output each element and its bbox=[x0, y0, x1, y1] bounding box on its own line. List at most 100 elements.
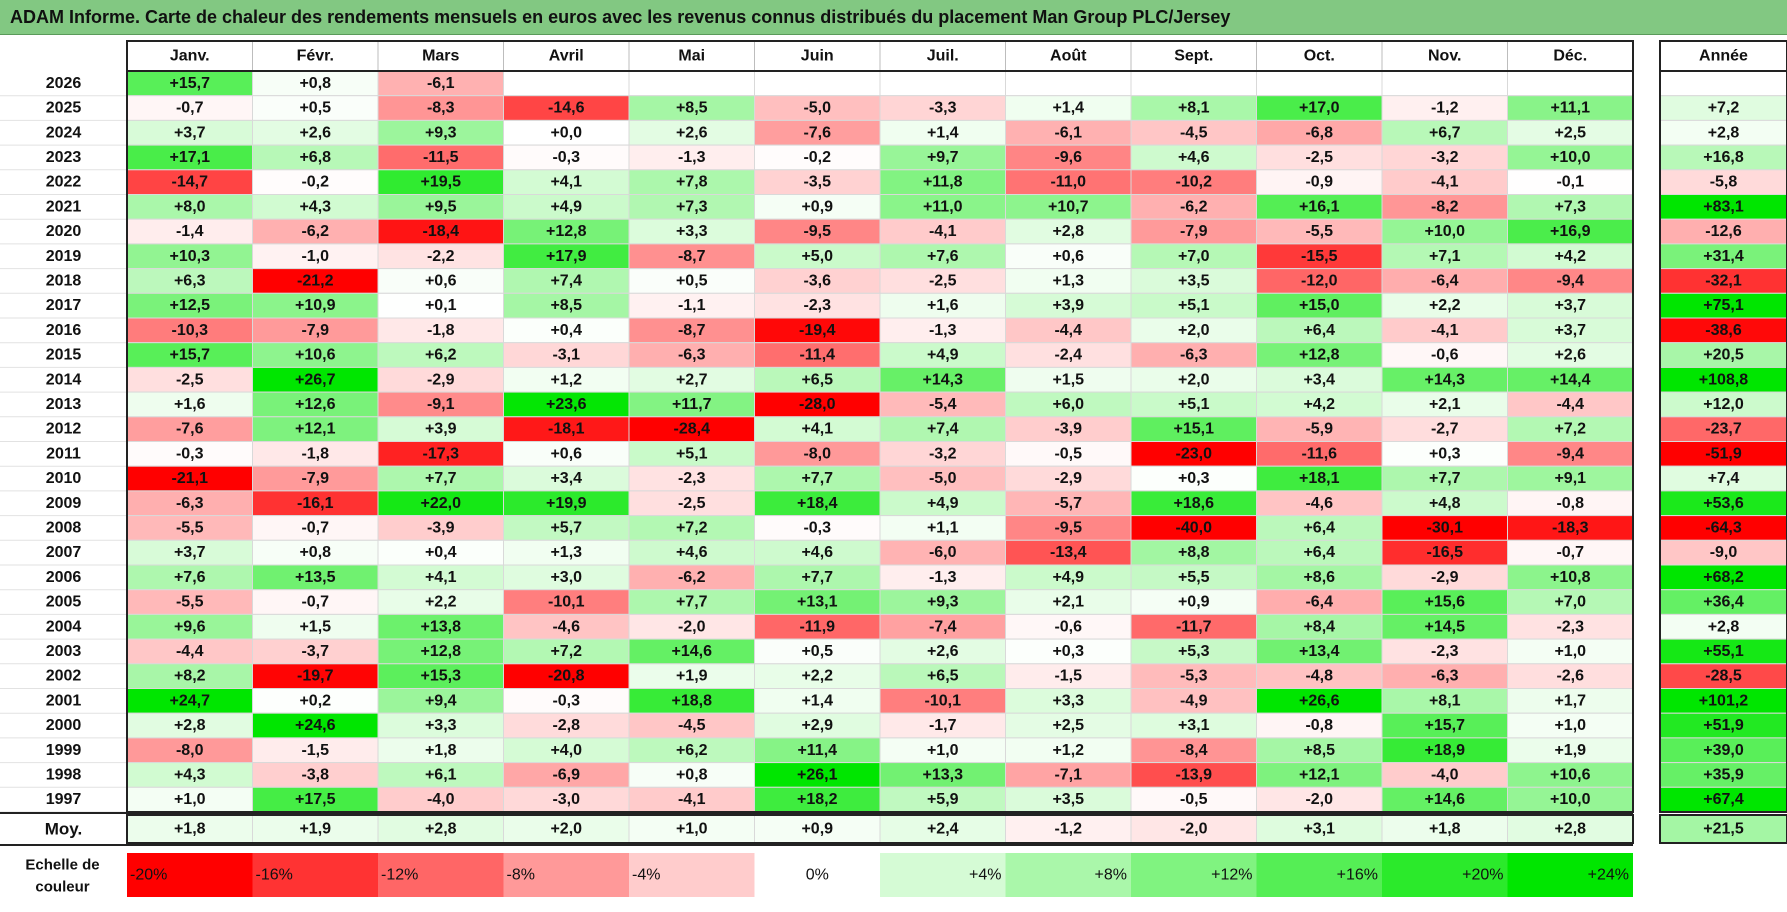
scale-swatch bbox=[378, 853, 504, 897]
cell-value: -2,5 bbox=[176, 371, 204, 388]
year-label: 2020 bbox=[46, 223, 82, 240]
cell-value: -6,3 bbox=[176, 495, 204, 512]
cell-value: +8,0 bbox=[174, 198, 206, 215]
cell-value: +16,1 bbox=[1299, 198, 1340, 215]
cell-value: -6,1 bbox=[427, 75, 455, 92]
heatmap-cell bbox=[1381, 243, 1508, 270]
cell-value: +4,3 bbox=[174, 766, 206, 783]
year-label: 2018 bbox=[46, 272, 82, 289]
annual-cell bbox=[1659, 663, 1787, 689]
cell-value: +1,1 bbox=[927, 519, 959, 536]
heatmap-cell bbox=[1005, 95, 1132, 121]
year-label: 2008 bbox=[46, 519, 82, 536]
cell-value: -2,9 bbox=[1054, 470, 1082, 487]
average-value: +2,8 bbox=[1554, 821, 1586, 838]
annual-value: +68,2 bbox=[1703, 569, 1744, 586]
cell-value: +11,1 bbox=[1550, 100, 1590, 117]
heatmap-cell bbox=[1130, 317, 1257, 344]
cell-value: -2,7 bbox=[1431, 421, 1459, 438]
heatmap-cell bbox=[1256, 342, 1383, 368]
cell-value: -0,1 bbox=[1556, 174, 1584, 191]
cell-value: -2,2 bbox=[427, 248, 455, 265]
heatmap-cell bbox=[377, 737, 504, 764]
year-label: 2013 bbox=[46, 396, 82, 413]
heatmap-cell bbox=[1256, 688, 1383, 714]
annual-cell bbox=[1659, 539, 1787, 566]
heatmap-cell bbox=[1381, 786, 1508, 813]
annual-value: +35,9 bbox=[1703, 766, 1744, 783]
heatmap-cell bbox=[1130, 391, 1257, 418]
annual-border bbox=[1659, 40, 1787, 813]
cell-value: -9,6 bbox=[1054, 149, 1082, 166]
cell-value: +0,8 bbox=[299, 75, 331, 92]
cell-value: +18,6 bbox=[1174, 495, 1215, 512]
heatmap-cell bbox=[503, 737, 630, 764]
average-value: +1,0 bbox=[676, 821, 708, 838]
cell-value: -6,8 bbox=[1305, 124, 1333, 141]
heatmap-cell bbox=[1507, 317, 1634, 344]
heatmap-cell bbox=[503, 465, 630, 492]
heatmap-cell bbox=[1381, 366, 1508, 393]
heatmap-cell bbox=[126, 95, 253, 121]
cell-value: -8,7 bbox=[678, 322, 706, 339]
cell-value: +0,0 bbox=[550, 124, 582, 141]
cell-value: +5,1 bbox=[1178, 297, 1210, 314]
heatmap-cell bbox=[1507, 762, 1634, 788]
cell-value: -9,4 bbox=[1556, 445, 1584, 462]
cell-value: +26,7 bbox=[295, 371, 336, 388]
average-value: +1,9 bbox=[299, 821, 331, 838]
cell-value: -1,3 bbox=[929, 322, 957, 339]
heatmap-cell bbox=[1130, 737, 1257, 764]
cell-value: +6,2 bbox=[425, 347, 457, 364]
cell-value: -3,0 bbox=[552, 791, 580, 808]
heatmap-cell bbox=[1256, 317, 1383, 344]
cell-value: +3,7 bbox=[1554, 297, 1586, 314]
heatmap-cell bbox=[252, 441, 379, 467]
heatmap-cell bbox=[377, 638, 504, 665]
annual-cell bbox=[1659, 490, 1787, 517]
cell-value: +10,7 bbox=[1048, 198, 1089, 215]
heatmap-cell bbox=[628, 737, 755, 764]
annual-value: -32,1 bbox=[1705, 272, 1742, 289]
heatmap-cell bbox=[879, 342, 1006, 368]
annual-value: -9,0 bbox=[1710, 544, 1738, 561]
cell-value: +2,2 bbox=[1429, 297, 1461, 314]
heatmap-cell bbox=[628, 786, 755, 813]
cell-value: +1,4 bbox=[1052, 100, 1084, 117]
cell-value: +1,4 bbox=[927, 124, 959, 141]
heatmap-cell bbox=[754, 688, 881, 714]
cell-value: +3,5 bbox=[1178, 272, 1210, 289]
scale-label: -12% bbox=[381, 867, 418, 884]
heatmap-cell bbox=[1005, 366, 1132, 393]
cell-value: +8,5 bbox=[676, 100, 708, 117]
annual-value: +67,4 bbox=[1703, 791, 1744, 808]
cell-value: -1,5 bbox=[1054, 668, 1082, 685]
annual-value: -12,6 bbox=[1705, 223, 1742, 240]
heatmap-cell bbox=[1005, 515, 1132, 541]
heatmap-cell bbox=[377, 663, 504, 689]
cell-value: +2,1 bbox=[1052, 594, 1084, 611]
heatmap-cell bbox=[126, 144, 253, 171]
heatmap-cell bbox=[377, 786, 504, 813]
cell-value: -7,9 bbox=[301, 322, 329, 339]
year-label: 2011 bbox=[46, 445, 81, 462]
cell-value: +1,6 bbox=[174, 396, 206, 413]
heatmap-cell bbox=[1005, 416, 1132, 442]
scale-swatch bbox=[1507, 853, 1633, 897]
month-header-label: Nov. bbox=[1428, 48, 1461, 65]
heatmap-cell bbox=[879, 95, 1006, 121]
cell-value: +1,2 bbox=[1052, 742, 1084, 759]
heatmap-cell bbox=[1256, 194, 1383, 220]
cell-value: -6,9 bbox=[552, 766, 580, 783]
cell-value: -8,0 bbox=[803, 445, 831, 462]
cell-value: -28,4 bbox=[674, 421, 711, 438]
cell-value: +1,0 bbox=[927, 742, 959, 759]
cell-value: -10,1 bbox=[925, 692, 962, 709]
heatmap-cell bbox=[879, 786, 1006, 813]
heatmap-cell bbox=[377, 218, 504, 245]
year-label: 2006 bbox=[46, 569, 82, 586]
cell-value: +24,6 bbox=[295, 717, 336, 734]
heatmap-cell bbox=[1130, 169, 1257, 196]
month-header-label: Févr. bbox=[297, 48, 334, 65]
